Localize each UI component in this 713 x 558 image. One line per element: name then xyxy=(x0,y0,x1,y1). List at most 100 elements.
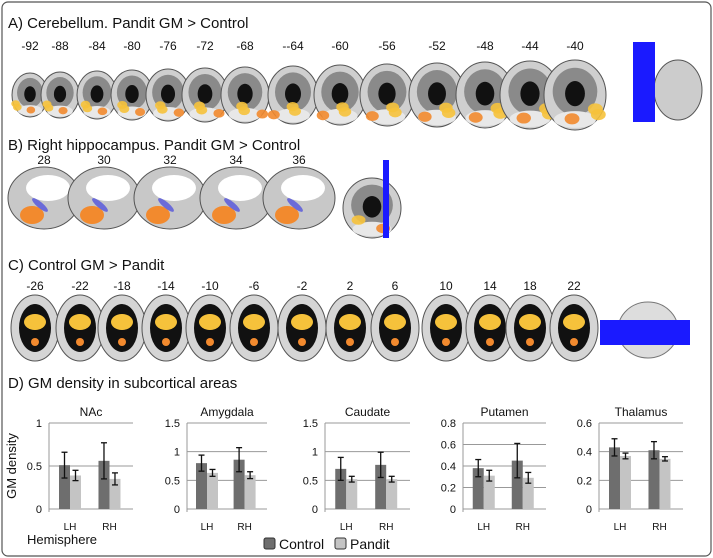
y-tick-label: 0.6 xyxy=(441,440,456,452)
panel-d-title: D) GM density in subcortical areas xyxy=(8,375,237,392)
brain-slice-sagittal xyxy=(262,166,336,230)
hippocampus-mask xyxy=(287,198,303,212)
x-tick-label: RH xyxy=(652,522,666,533)
brain-slice-coronal xyxy=(145,68,191,122)
slice-label: -40 xyxy=(566,39,584,53)
ventricle xyxy=(90,85,104,103)
brain-slice-axial xyxy=(97,294,147,362)
ventricle xyxy=(197,84,213,104)
activation-blob xyxy=(69,314,91,330)
slice-label: 2 xyxy=(347,279,354,293)
activation-blob xyxy=(479,314,501,330)
subplot-nac: NAc 0 0.5 1 LH RH xyxy=(27,405,133,533)
activation-blob xyxy=(289,106,301,116)
slice-label: 28 xyxy=(37,153,51,167)
subplot-title: Amygdala xyxy=(200,405,254,419)
ventricle xyxy=(285,83,301,105)
slice-label: -92 xyxy=(21,39,39,53)
brain-slice-axial xyxy=(549,294,599,362)
activation-blob xyxy=(256,109,269,119)
legend-swatch-control xyxy=(263,537,276,550)
activation-blob xyxy=(564,113,580,125)
bar-pandit-rh xyxy=(244,475,256,509)
activation-blob xyxy=(391,338,399,346)
subplot-amygdala: Amygdala 0 0.5 1 1.5 LH RH xyxy=(165,405,267,533)
slice-label: 22 xyxy=(567,279,581,293)
brain-slice-axial xyxy=(465,294,515,362)
x-tick-label: RH xyxy=(102,522,116,533)
activation-blob xyxy=(31,338,39,346)
slice-label: 32 xyxy=(163,153,177,167)
white-matter xyxy=(26,175,70,201)
slice-label: 6 xyxy=(392,279,399,293)
x-tick-label: RH xyxy=(379,522,393,533)
activation-blob xyxy=(590,109,606,121)
x-axis-label: Hemisphere xyxy=(27,532,97,547)
bar-control-rh xyxy=(98,460,110,509)
brain-slice-axial xyxy=(370,294,420,362)
brain-slice-coronal xyxy=(220,66,270,124)
y-tick-label: 0.4 xyxy=(577,447,592,459)
y-tick-label: 0 xyxy=(586,504,592,516)
activation-blob xyxy=(58,106,68,115)
bar-control-rh xyxy=(648,450,660,509)
subplot-putamen: Putamen 0 0.2 0.4 0.6 0.8 LH RH xyxy=(441,405,546,533)
brain-slice-axial xyxy=(325,294,375,362)
hippocampus-mask xyxy=(32,198,48,212)
subplot-title: NAc xyxy=(80,405,103,419)
brain-slice-coronal xyxy=(76,70,118,120)
brain-slice-coronal xyxy=(359,63,415,127)
slice-label: -6 xyxy=(249,279,260,293)
slice-label: -56 xyxy=(378,39,396,53)
bar-pandit-lh xyxy=(346,479,358,509)
subplot-title: Caudate xyxy=(345,405,391,419)
slice-label: 18 xyxy=(523,279,537,293)
y-tick-label: 1 xyxy=(174,447,180,459)
activation-blob xyxy=(97,107,108,116)
white-matter xyxy=(218,175,262,201)
brain-slice-axial xyxy=(55,294,105,362)
activation-blob xyxy=(199,314,221,330)
activation-blob xyxy=(346,338,354,346)
y-tick-label: 0.5 xyxy=(303,475,318,487)
activation-blob xyxy=(24,314,46,330)
slice-label: --64 xyxy=(282,39,304,53)
ventricle xyxy=(125,85,139,103)
slice-label: -44 xyxy=(521,39,539,53)
slice-label: -76 xyxy=(159,39,177,53)
activation-blob xyxy=(13,103,22,111)
brain-slice-sagittal xyxy=(67,166,141,230)
activation-blob xyxy=(351,215,366,225)
y-tick-label: 0 xyxy=(450,504,456,516)
bar-control-lh xyxy=(196,463,207,509)
activation-blob xyxy=(388,107,402,118)
hippocampus-mask xyxy=(224,198,240,212)
white-matter xyxy=(152,175,196,201)
slice-locator-bar xyxy=(633,42,655,122)
subplot-caudate: Caudate 0 0.5 1 1.5 LH RH xyxy=(303,405,410,533)
slice-label: -68 xyxy=(236,39,254,53)
hippocampus-mask xyxy=(158,198,174,212)
activation-blob xyxy=(250,338,258,346)
y-tick-label: 1.5 xyxy=(165,418,180,430)
ventricle xyxy=(237,83,253,104)
brain-slice-axial xyxy=(277,294,327,362)
bar-control-lh xyxy=(472,468,484,509)
y-tick-label: 1.5 xyxy=(303,418,318,430)
activation-blob xyxy=(206,338,214,346)
panel-d-charts: NAc 0 0.5 1 LH RH Amygdala 0 0.5 1 1.5 LH RH Caudate 0… xyxy=(27,405,683,533)
slice-label: -80 xyxy=(123,39,141,53)
activation-blob xyxy=(526,338,534,346)
y-tick-label: 0.2 xyxy=(441,483,456,495)
y-tick-label: 0.2 xyxy=(577,475,592,487)
ventricle xyxy=(378,82,396,105)
slice-label: -60 xyxy=(331,39,349,53)
activation-blob xyxy=(238,106,250,116)
hippocampus-mask xyxy=(92,198,108,212)
bar-control-lh xyxy=(609,447,620,509)
bar-pandit-rh xyxy=(659,458,671,509)
slice-label: 14 xyxy=(483,279,497,293)
brain-slice-coronal xyxy=(543,59,607,131)
brain-slice-coronal xyxy=(267,65,319,125)
